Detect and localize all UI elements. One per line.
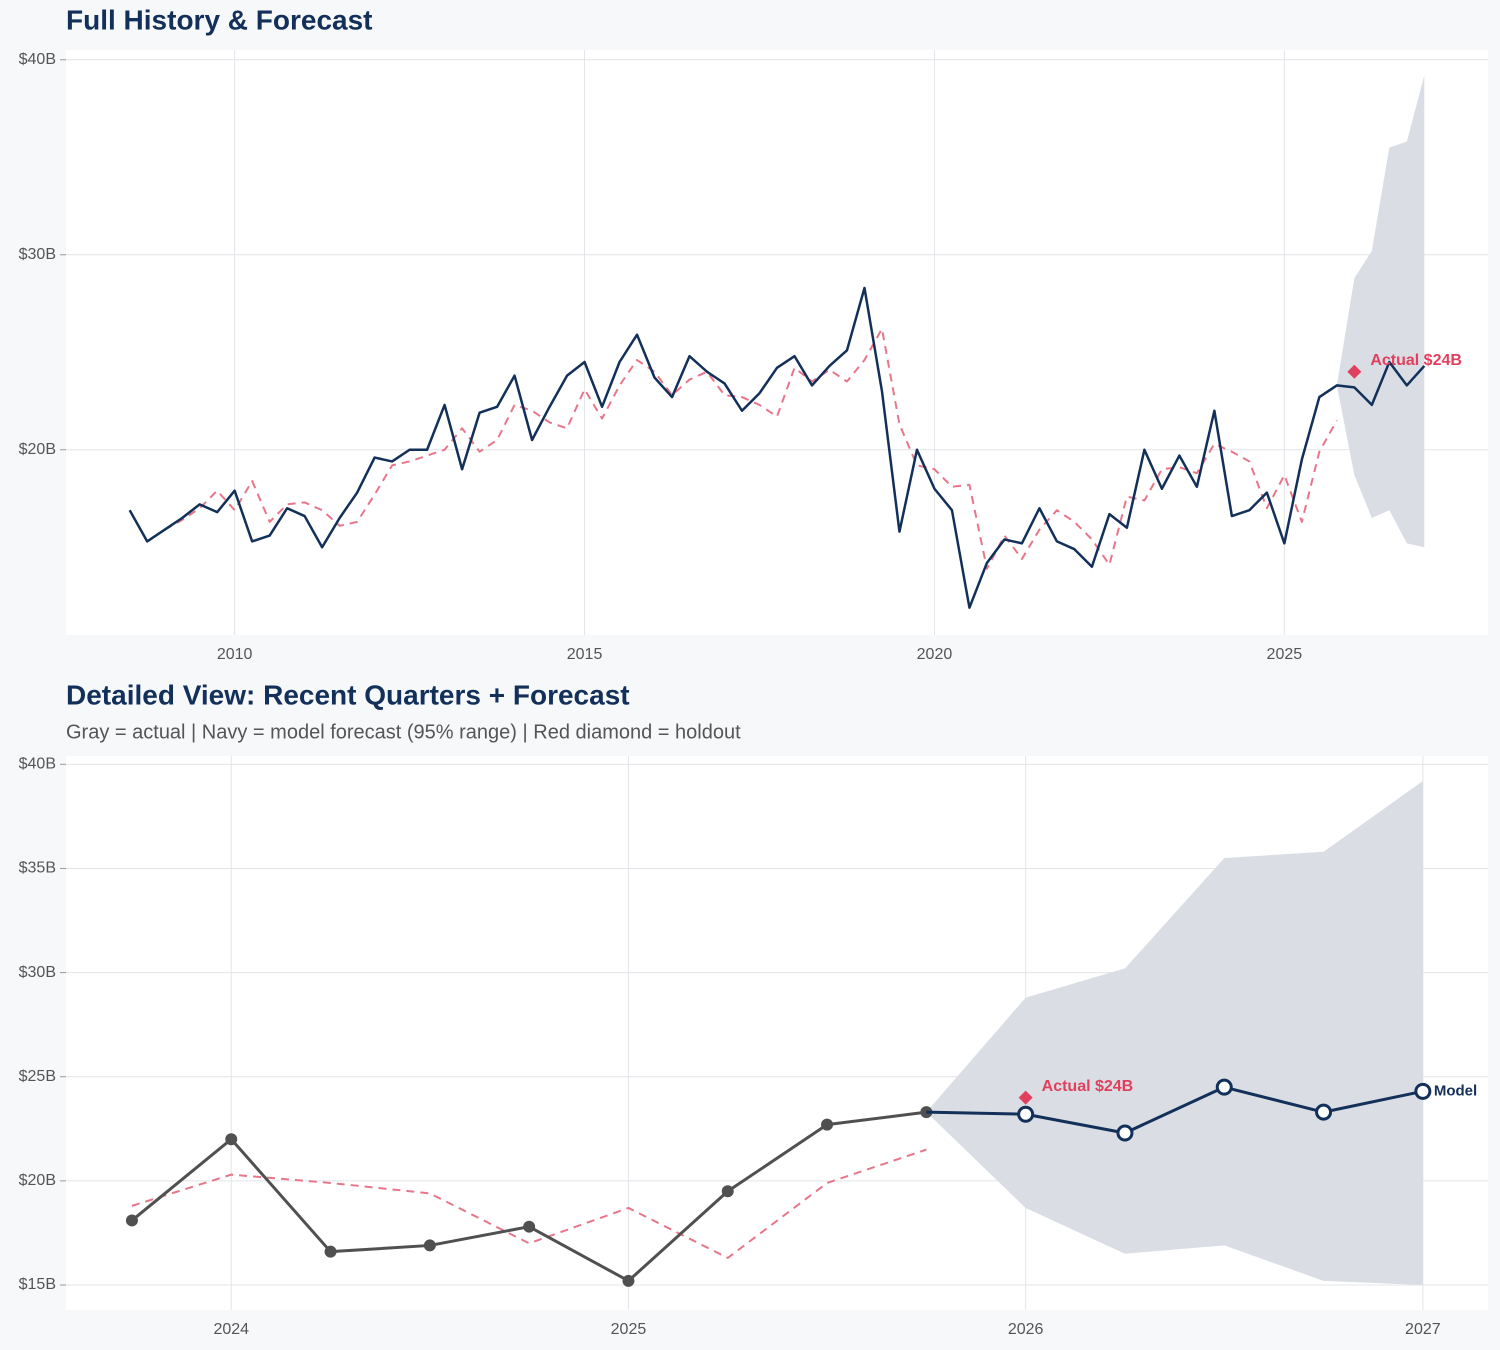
point-marker bbox=[1315, 1103, 1333, 1121]
connector bbox=[926, 1110, 1026, 1116]
series-line bbox=[128, 286, 1426, 609]
holdout-diamond bbox=[1347, 364, 1362, 379]
holdout-label: Actual $24B bbox=[1370, 352, 1462, 369]
point-marker bbox=[324, 1245, 337, 1258]
series-end-label: Model bbox=[1434, 1082, 1477, 1099]
chart-title: Detailed View: Recent Quarters + Forecas… bbox=[66, 679, 630, 710]
point-marker bbox=[821, 1118, 834, 1131]
y-tick-label: $30B bbox=[19, 964, 56, 981]
y-tick-label: $15B bbox=[19, 1276, 56, 1293]
y-tick-label: $20B bbox=[19, 1172, 56, 1189]
holdout-diamond bbox=[1018, 1090, 1033, 1105]
point-marker bbox=[1414, 1082, 1432, 1100]
plot-area bbox=[66, 50, 1488, 635]
point-marker bbox=[1017, 1105, 1035, 1123]
y-tick-label: $40B bbox=[19, 756, 56, 773]
point-marker bbox=[225, 1133, 238, 1146]
point-marker bbox=[125, 1214, 138, 1227]
x-tick-label: 2027 bbox=[1405, 1321, 1441, 1338]
x-tick-label: 2020 bbox=[917, 646, 953, 663]
y-tick-label: $25B bbox=[19, 1068, 56, 1085]
forecast-band bbox=[926, 780, 1423, 1286]
fitted-line bbox=[131, 1148, 927, 1259]
chart-title: Full History & Forecast bbox=[66, 4, 373, 35]
point-marker bbox=[622, 1274, 635, 1287]
x-tick-label: 2015 bbox=[567, 646, 603, 663]
y-tick-label: $20B bbox=[19, 441, 56, 458]
y-tick-label: $35B bbox=[19, 860, 56, 877]
x-tick-label: 2025 bbox=[611, 1321, 647, 1338]
x-tick-label: 2025 bbox=[1267, 646, 1303, 663]
holdout-label: Actual $24B bbox=[1042, 1078, 1134, 1095]
x-tick-label: 2024 bbox=[213, 1321, 249, 1338]
point-marker bbox=[423, 1239, 436, 1252]
chart-subtitle: Gray = actual | Navy = model forecast (9… bbox=[66, 721, 741, 743]
y-tick-label: $40B bbox=[19, 51, 56, 68]
point-marker bbox=[1215, 1078, 1233, 1096]
y-tick-label: $30B bbox=[19, 246, 56, 263]
forecast-band bbox=[1336, 75, 1425, 548]
x-tick-label: 2026 bbox=[1008, 1321, 1044, 1338]
point-marker bbox=[1116, 1124, 1134, 1142]
point-marker bbox=[721, 1185, 734, 1198]
x-tick-label: 2010 bbox=[217, 646, 253, 663]
point-marker bbox=[523, 1220, 536, 1233]
